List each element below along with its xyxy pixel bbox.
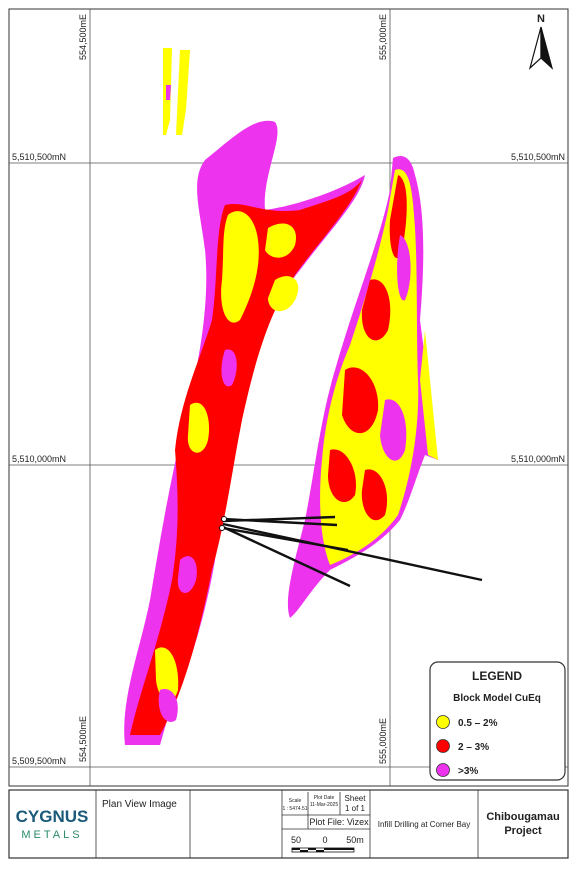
scale-heading: Scale [289, 798, 302, 804]
legend: LEGEND Block Model CuEq 0.5 – 2% 2 – 3% >3… [429, 661, 566, 781]
legend-swatch [436, 739, 450, 753]
title-block: CYGNUS METALS Plan View Image Scale 1 : … [8, 789, 569, 859]
easting-label: 554,500mE [78, 716, 88, 762]
logo-text: METALS [21, 829, 82, 841]
collar [219, 525, 225, 531]
legend-subtitle: Block Model CuEq [453, 693, 541, 704]
ore-zone [166, 85, 171, 100]
sheet-heading: Sheet [345, 794, 367, 803]
ore-zone [176, 50, 190, 135]
project-name: Chibougamau Project [486, 811, 559, 837]
drill-traces [219, 515, 483, 588]
ore-body-west [124, 120, 365, 746]
legend-label: >3% [458, 766, 478, 777]
drill-hole [222, 525, 351, 588]
northing-label: 5,510,000mN [12, 454, 66, 464]
ore-zone [397, 235, 411, 301]
ore-zone [221, 211, 259, 323]
drill-hole [222, 522, 483, 582]
ore-zone [361, 469, 388, 521]
scale-bar-label: 0 [322, 835, 327, 845]
ore-zone [155, 647, 179, 701]
plot-date-heading: Plot Date [314, 795, 335, 801]
sheet-number: 1 of 1 [345, 804, 366, 813]
arrow-half [540, 26, 554, 70]
ore-zone [177, 556, 197, 593]
ore-zone [221, 349, 237, 387]
collar [221, 516, 227, 522]
legend-swatch [436, 763, 450, 777]
ore-zone [420, 330, 438, 460]
ore-body-east [287, 155, 438, 618]
legend-label: 2 – 3% [458, 742, 489, 753]
project-name-line: Chibougamau [486, 811, 559, 823]
scale-bar-segment [324, 848, 354, 850]
scale-bar-segment [308, 848, 316, 850]
scale-bar-label: 50m [346, 835, 364, 845]
ore-body-north [163, 48, 190, 135]
scale-bar [291, 847, 355, 853]
scale-value: 1 : 5474.51 [282, 806, 307, 812]
project-name-line: Project [504, 825, 542, 837]
ore-zone [328, 449, 356, 503]
ore-zone [268, 276, 299, 312]
title-block-dividers [95, 790, 479, 858]
easting-label: 555,000mE [378, 718, 388, 764]
ore-zone [380, 399, 407, 461]
scale-bar-segment [316, 850, 324, 852]
legend-box [429, 661, 566, 781]
northing-label: 5,510,500mN [12, 152, 66, 162]
north-label: N [537, 13, 545, 25]
view-name: Plan View Image [102, 799, 177, 810]
north-arrow: N [528, 13, 554, 70]
northing-label: 5,510,000mN [511, 454, 565, 464]
scale-bar-segment [292, 848, 300, 850]
ore-zone [130, 180, 362, 735]
ore-zone [361, 279, 391, 341]
easting-label: 555,000mE [378, 14, 388, 60]
ore-zone [342, 367, 379, 434]
ore-zone [187, 402, 210, 453]
easting-label: 554,500mE [78, 14, 88, 60]
map-frame [8, 8, 569, 787]
legend-label: 0.5 – 2% [458, 718, 498, 729]
northing-label: 5,509,500mN [12, 756, 66, 766]
drill-hole [222, 526, 349, 552]
ore-zone [265, 223, 296, 258]
coordinate-labels: 554,500mE 555,000mE 554,500mE 555,000mE … [12, 14, 565, 766]
drill-hole [222, 515, 336, 523]
ore-zone [158, 689, 178, 722]
legend-swatch [436, 715, 450, 729]
plot-file: Plot File: Vizex [309, 817, 369, 827]
legend-title: LEGEND [472, 669, 522, 683]
title-block-frame [8, 789, 569, 859]
logo-text: CYGNUS [16, 807, 89, 826]
plot-date: 11-Mar-2025 [310, 802, 338, 808]
scale-bar-segment [300, 850, 308, 852]
northing-label: 5,510,500mN [511, 152, 565, 162]
scale-bar-label: 50 [291, 835, 301, 845]
description: Infill Drilling at Corner Bay [378, 820, 470, 829]
